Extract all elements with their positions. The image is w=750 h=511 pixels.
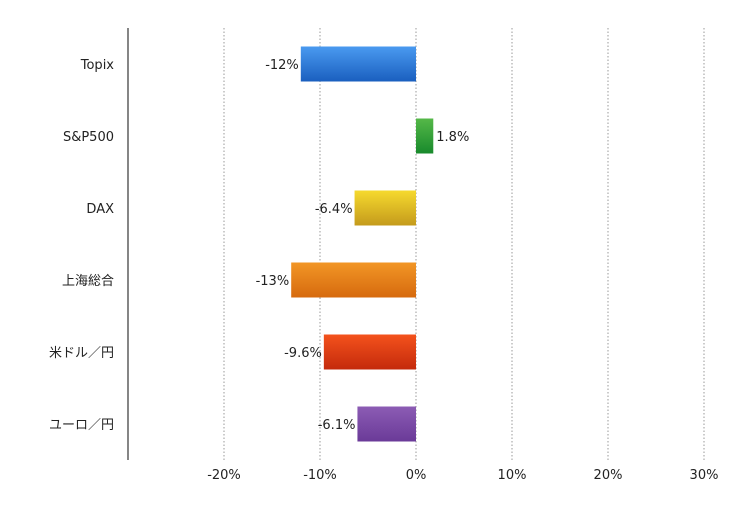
data-label: -6.1% (318, 418, 356, 433)
category-label: DAX (86, 202, 114, 217)
category-label: Topix (80, 58, 115, 73)
x-tick-label: 10% (498, 468, 527, 483)
bar (323, 334, 416, 370)
gridlines (223, 28, 705, 460)
category-label: S&P500 (63, 130, 114, 145)
bar (416, 118, 434, 154)
data-label: -9.6% (284, 346, 322, 361)
x-tick-label: -10% (303, 468, 337, 483)
x-tick-label: 30% (690, 468, 719, 483)
bar (300, 46, 416, 82)
bars: -12% 1.8% -6.4% -13% -9.6% -6.1% (256, 46, 469, 442)
bar (357, 406, 416, 442)
data-label: -13% (256, 274, 290, 289)
x-tick-label: -20% (207, 468, 241, 483)
bar (291, 262, 416, 298)
bar (354, 190, 416, 226)
x-tick-labels: -20% -10% 0% 10% 20% 30% (207, 468, 718, 483)
data-label: 1.8% (436, 130, 469, 145)
x-tick-label: 20% (594, 468, 623, 483)
data-label: -6.4% (315, 202, 353, 217)
category-label: 上海総合 (62, 274, 114, 289)
data-label: -12% (265, 58, 299, 73)
x-tick-label: 0% (406, 468, 427, 483)
category-label: ユーロ／円 (49, 418, 114, 433)
category-label: 米ドル／円 (49, 346, 114, 361)
